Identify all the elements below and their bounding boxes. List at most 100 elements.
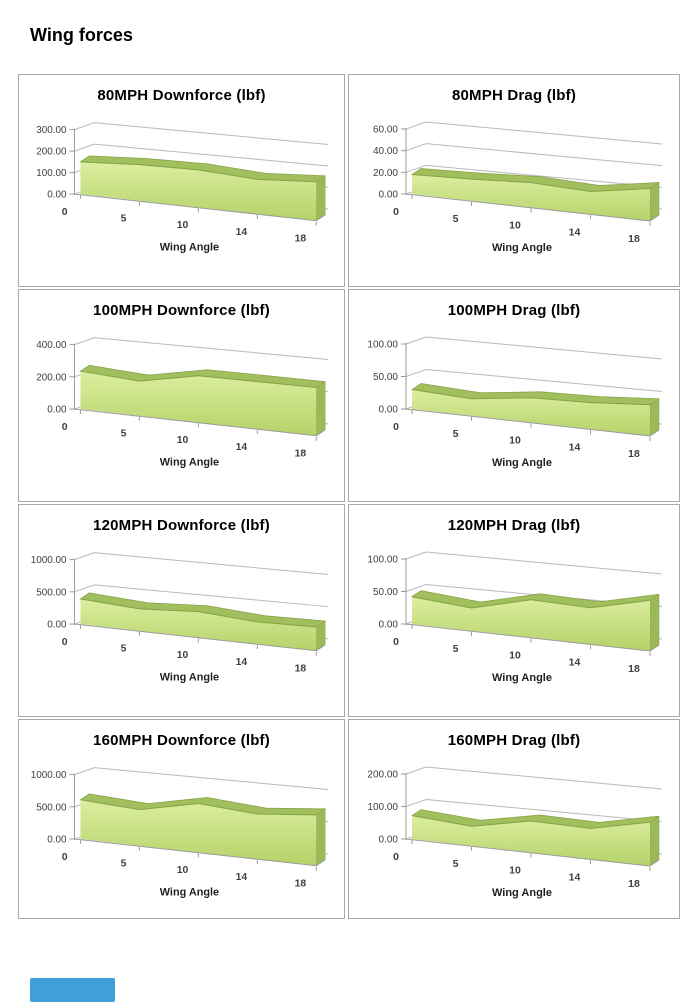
x-tick-label: 10 — [509, 220, 521, 232]
x-axis-title: Wing Angle — [492, 242, 552, 254]
series-side-face — [649, 593, 660, 652]
x-tick-label: 18 — [628, 233, 640, 245]
x-tick-label: 5 — [121, 644, 127, 655]
x-tick-label: 5 — [121, 859, 127, 870]
y-tick-label: 0.00 — [47, 405, 67, 416]
x-axis-title: Wing Angle — [160, 242, 219, 254]
y-tick-label: 0.00 — [47, 835, 67, 846]
series-area — [80, 371, 317, 436]
x-axis-line — [74, 838, 326, 867]
x-tick-label: 0 — [393, 421, 399, 433]
x-tick-label: 18 — [295, 879, 307, 890]
page-title: Wing forces — [30, 25, 133, 45]
x-tick-label: 10 — [177, 435, 189, 446]
x-tick-label: 14 — [569, 226, 581, 238]
chart-panel-80mph-downforce: 80MPH Downforce (lbf) 0.00 100.00 200.00 300… — [18, 74, 345, 287]
chart-plot-area-120mph-drag: 0.00 50.00 100.00 0 5 10 14 18 Wing Angle — [367, 551, 663, 684]
gridline — [74, 122, 329, 145]
chart-title: 160MPH Drag (lbf) — [447, 732, 581, 749]
x-axis-line — [405, 838, 660, 867]
bottom-left-blue-block[interactable] — [30, 978, 115, 1002]
x-tick-label: 10 — [177, 865, 189, 876]
series-top-edge — [411, 815, 651, 829]
x-tick-label: 10 — [177, 220, 189, 231]
x-tick-label: 0 — [62, 422, 68, 433]
y-tick-label: 1000.00 — [31, 770, 67, 781]
series-top-edge — [80, 370, 317, 389]
x-tick-label: 18 — [295, 664, 307, 675]
x-axis-title: Wing Angle — [160, 457, 219, 469]
x-tick-label: 5 — [453, 643, 459, 655]
y-tick-label: 1000.00 — [31, 555, 67, 566]
y-tick-label: 100.00 — [367, 555, 398, 566]
y-tick-label: 100.00 — [367, 802, 398, 813]
x-axis-line — [405, 623, 660, 652]
x-tick-label: 5 — [121, 214, 127, 225]
y-tick-label: 0.00 — [379, 835, 399, 846]
x-tick-label: 10 — [509, 865, 521, 877]
chart-title: 100MPH Drag (lbf) — [447, 302, 581, 319]
chart-title: 100MPH Downforce (lbf) — [93, 302, 270, 319]
gridline — [405, 798, 663, 822]
y-tick-label: 20.00 — [373, 168, 398, 179]
y-tick-label: 60.00 — [373, 125, 398, 136]
series-side-face — [649, 182, 660, 222]
x-tick-label: 14 — [569, 441, 581, 453]
gridline — [405, 164, 663, 188]
y-tick-label: 200.00 — [36, 147, 67, 158]
gridline — [405, 766, 663, 790]
chart-title: 120MPH Downforce (lbf) — [93, 517, 270, 534]
series-area — [80, 161, 317, 221]
x-tick-label: 5 — [453, 213, 459, 225]
series-area — [80, 598, 317, 651]
chart-plot-area-100mph-downforce: 0.00 200.00 400.00 0 5 10 14 18 Wing Angle — [36, 337, 329, 469]
y-tick-label: 0.00 — [379, 190, 399, 201]
y-tick-label: 400.00 — [36, 340, 67, 351]
series-side-face — [316, 175, 326, 222]
y-tick-label: 300.00 — [36, 125, 67, 136]
x-tick-label: 18 — [628, 878, 640, 890]
gridline — [405, 551, 663, 575]
x-axis-line — [74, 408, 326, 437]
chart-plot-area-80mph-drag: 0.00 20.00 40.00 60.00 0 5 10 14 18 Wing Angle — [373, 121, 663, 254]
x-tick-label: 18 — [295, 449, 307, 460]
y-tick-label: 50.00 — [373, 587, 398, 598]
x-tick-label: 0 — [62, 852, 68, 863]
x-axis-title: Wing Angle — [160, 672, 219, 684]
x-tick-label: 0 — [62, 637, 68, 648]
chart-plot-area-160mph-drag: 0.00 100.00 200.00 0 5 10 14 18 Wing Angle — [367, 766, 663, 899]
gridline — [405, 368, 663, 392]
y-tick-label: 0.00 — [379, 405, 399, 416]
chart-plot-area-100mph-drag: 0.00 50.00 100.00 0 5 10 14 18 Wing Angle — [367, 336, 663, 469]
chart-title: 80MPH Drag (lbf) — [451, 87, 577, 104]
chart-panel-80mph-drag: 80MPH Drag (lbf) 0.00 20.00 40.00 60.00 0 5 10 1… — [348, 74, 680, 287]
y-tick-label: 0.00 — [47, 620, 67, 631]
x-tick-label: 10 — [509, 650, 521, 662]
gridline — [74, 143, 329, 167]
chart-panel-120mph-drag: 120MPH Drag (lbf) 0.00 50.00 100.00 0 5 10 14 18… — [348, 504, 680, 717]
y-tick-label: 200.00 — [36, 372, 67, 383]
y-tick-label: 100.00 — [367, 340, 398, 351]
chart-title: 80MPH Downforce (lbf) — [97, 87, 266, 104]
x-tick-label: 5 — [453, 858, 459, 870]
series-side-face — [316, 381, 326, 437]
x-tick-label: 0 — [393, 636, 399, 648]
series-top-edge — [411, 174, 651, 193]
x-axis-title: Wing Angle — [492, 457, 552, 469]
charts-grid: 80MPH Downforce (lbf) 0.00 100.00 200.00 300… — [18, 74, 680, 919]
chart-panel-100mph-drag: 100MPH Drag (lbf) 0.00 50.00 100.00 0 5 10 14 18… — [348, 289, 680, 502]
series-top-edge — [80, 598, 317, 628]
series-area — [80, 799, 317, 866]
x-tick-label: 14 — [569, 871, 581, 883]
series-top-edge — [411, 389, 651, 406]
gridline — [405, 143, 663, 167]
gridline — [74, 552, 329, 575]
y-tick-label: 500.00 — [36, 802, 67, 813]
chart-plot-area-80mph-downforce: 0.00 100.00 200.00 300.00 0 5 10 14 18 Wing Angle — [36, 122, 329, 254]
report-page: Wing forces 80MPH Downforce (lbf) 0.00 100… — [0, 22, 698, 1002]
x-axis-title: Wing Angle — [160, 887, 219, 899]
series-top-edge — [80, 161, 317, 183]
x-tick-label: 0 — [393, 206, 399, 218]
chart-title: 160MPH Downforce (lbf) — [93, 732, 270, 749]
y-tick-label: 40.00 — [373, 146, 398, 157]
